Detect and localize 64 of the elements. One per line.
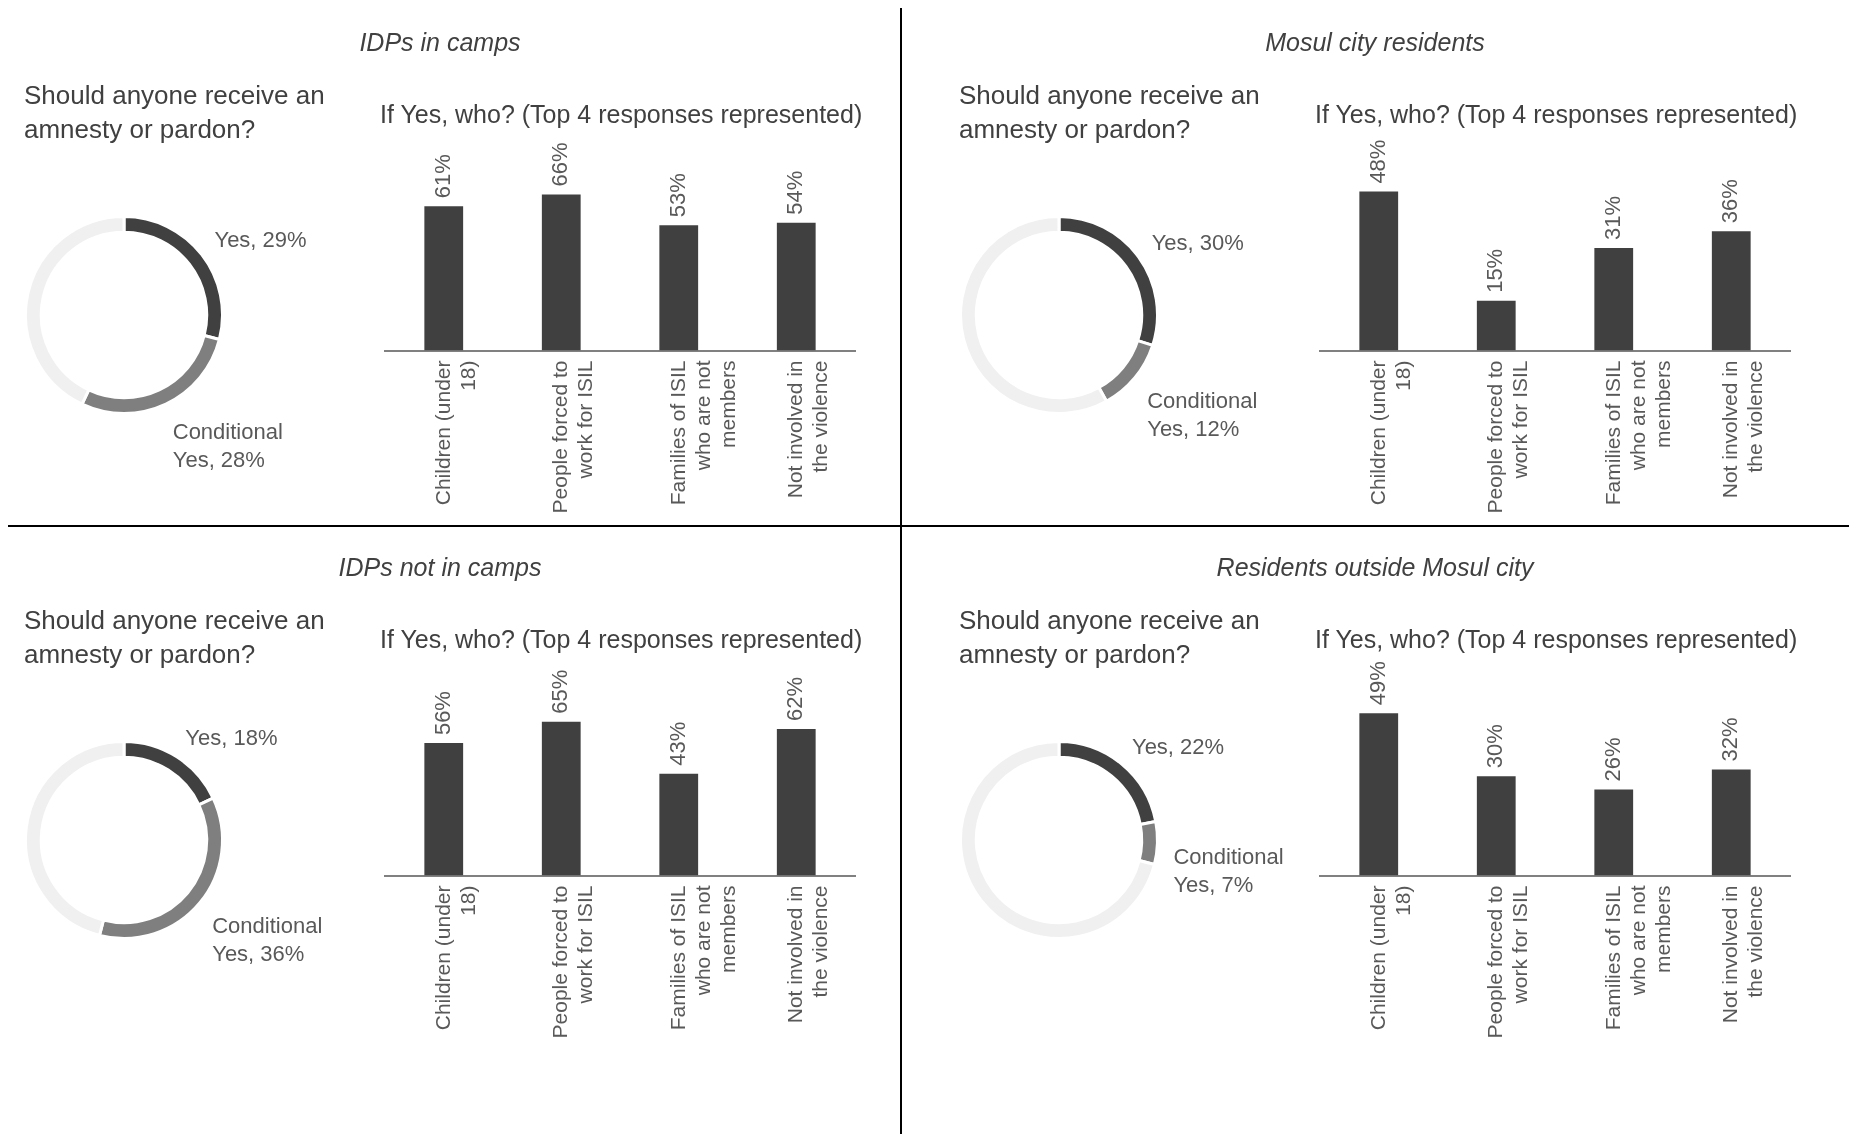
x-tick-label: Children (under 18) bbox=[1365, 360, 1414, 506]
bar bbox=[424, 206, 464, 351]
bar bbox=[1594, 247, 1634, 351]
text: Residents outside Mosul city bbox=[1216, 553, 1534, 582]
x-tick-label: People forced to work for ISIL bbox=[1483, 885, 1532, 1039]
x-tick-label: Children (under 18) bbox=[1365, 885, 1414, 1031]
data-label: 32% bbox=[1717, 717, 1743, 762]
data-label: 61% bbox=[429, 154, 455, 199]
data-label: 31% bbox=[1599, 195, 1625, 240]
bar bbox=[541, 721, 581, 876]
data-label: Conditional Yes, 7% bbox=[1173, 843, 1284, 897]
x-tick-label: Families of ISIL who are not members bbox=[1600, 885, 1674, 1031]
data-label: Yes, 22% bbox=[1131, 733, 1225, 759]
chart-title: If Yes, who? (Top 4 responses represented) bbox=[1315, 100, 1798, 129]
x-tick-label: Families of ISIL who are not members bbox=[665, 885, 739, 1031]
data-label: 48% bbox=[1364, 139, 1390, 184]
bar bbox=[1594, 789, 1634, 876]
data-label: Conditional Yes, 28% bbox=[172, 418, 283, 472]
data-label: 43% bbox=[664, 721, 690, 766]
x-tick-label: Families of ISIL who are not members bbox=[665, 360, 739, 506]
chart-title: If Yes, who? (Top 4 responses represented) bbox=[380, 100, 863, 129]
chart-title: If Yes, who? (Top 4 responses represented) bbox=[380, 625, 863, 654]
data-label: Conditional Yes, 12% bbox=[1147, 388, 1258, 442]
chart-title: Should anyone receive an amnesty or pardon? bbox=[959, 79, 1261, 146]
chart-title: Should anyone receive an amnesty or pardon? bbox=[959, 604, 1261, 671]
bar bbox=[541, 194, 581, 351]
x-tick-label: Children (under 18) bbox=[430, 885, 479, 1031]
data-label: 15% bbox=[1482, 248, 1508, 293]
data-label: 62% bbox=[782, 676, 808, 721]
data-label: 53% bbox=[664, 173, 690, 218]
bar bbox=[776, 222, 816, 351]
x-tick-label: People forced to work for ISIL bbox=[548, 885, 597, 1039]
data-label: 56% bbox=[429, 691, 455, 736]
data-label: Yes, 18% bbox=[185, 725, 278, 751]
data-label: 54% bbox=[782, 170, 808, 215]
bar bbox=[659, 225, 699, 351]
data-label: 65% bbox=[547, 669, 573, 714]
bar bbox=[659, 773, 699, 876]
data-label: Yes, 29% bbox=[214, 226, 307, 252]
bar bbox=[1711, 769, 1751, 876]
bar bbox=[1476, 300, 1516, 351]
x-tick-label: People forced to work for ISIL bbox=[548, 360, 597, 514]
text: Mosul city residents bbox=[1265, 28, 1485, 57]
bar bbox=[424, 743, 464, 876]
data-label: Yes, 30% bbox=[1151, 229, 1244, 255]
bar bbox=[1711, 231, 1751, 351]
chart-title: Should anyone receive an amnesty or pardon? bbox=[24, 604, 326, 671]
data-label: Conditional Yes, 36% bbox=[212, 913, 323, 967]
bar bbox=[1359, 713, 1399, 876]
chart-title: If Yes, who? (Top 4 responses represented) bbox=[1315, 625, 1798, 654]
x-tick-label: Children (under 18) bbox=[430, 360, 479, 506]
bar bbox=[1476, 776, 1516, 876]
chart-title: Should anyone receive an amnesty or pardon? bbox=[24, 79, 326, 146]
text: IDPs in camps bbox=[359, 28, 521, 57]
bar bbox=[776, 728, 816, 876]
bar bbox=[1359, 191, 1399, 351]
data-label: 66% bbox=[547, 142, 573, 187]
x-tick-label: People forced to work for ISIL bbox=[1483, 360, 1532, 514]
data-label: 49% bbox=[1364, 661, 1390, 706]
data-label: 30% bbox=[1482, 724, 1508, 769]
data-label: 36% bbox=[1717, 179, 1743, 224]
data-label: 26% bbox=[1599, 737, 1625, 782]
x-tick-label: Families of ISIL who are not members bbox=[1600, 360, 1674, 506]
text: IDPs not in camps bbox=[338, 553, 542, 582]
